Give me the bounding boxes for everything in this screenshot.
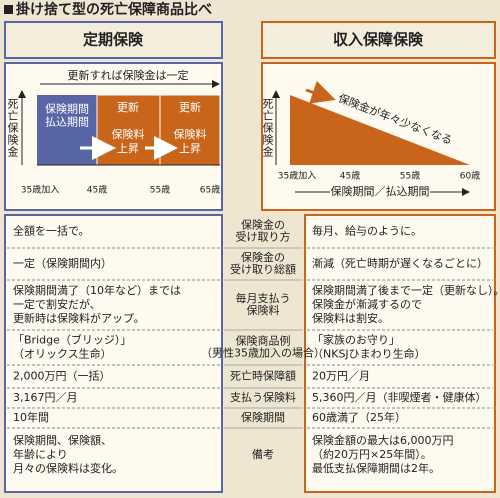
row-label: 毎月支払う <box>236 291 291 305</box>
right-cell: 60歳満了（25年） <box>312 410 406 424</box>
block-label: 上昇 <box>117 142 139 155</box>
left-cell: （オリックス生命） <box>13 347 112 361</box>
x-label: 45歳 <box>340 170 360 182</box>
left-header <box>4 21 223 59</box>
block-label: 保険期間 <box>45 102 89 116</box>
right-cell: 最低支払保障期間は2年。 <box>312 461 440 475</box>
block-label: 保険料 <box>112 127 145 141</box>
right-cell: 「家族のお守り」 <box>312 333 400 347</box>
left-cell: 年齢により <box>13 447 68 461</box>
left-cell: 全額を一括で。 <box>13 224 90 238</box>
right-cell: 漸減（死亡時期が遅くなるごとに） <box>312 256 488 270</box>
left-cell: 10年間 <box>13 410 49 424</box>
period-label: 保険期間／払込期間 <box>331 184 430 198</box>
block-label: 更新 <box>117 100 139 114</box>
left-cell: 3,167円／月 <box>13 391 78 404</box>
left-cell: 保険期間満了（10年など）までは <box>13 283 181 297</box>
right-cell: 20万円／月 <box>312 370 370 383</box>
right-cell: （約20万円×25年間）。 <box>312 447 432 461</box>
left-cell: 「Bridge（ブリッジ）」 <box>13 333 131 347</box>
x-label: 35歳加入 <box>278 170 316 182</box>
right-cell: 保険期間満了後まで一定（更新なし）。 <box>312 283 500 297</box>
row-label: 受け取り方 <box>236 230 291 244</box>
triangle <box>290 95 470 165</box>
x-label: 35歳加入 <box>21 184 59 196</box>
left-cell: 保険期間、保険額、 <box>13 433 112 447</box>
left-cell: 月々の保険料は変化。 <box>13 461 123 475</box>
y-label: 死亡保険金 <box>261 98 274 158</box>
row-label: 保険金の <box>241 218 285 232</box>
row-label: 保険期間 <box>241 410 285 424</box>
left-heading: 定期保険 <box>83 31 144 49</box>
block-label: 払込期間 <box>45 115 89 129</box>
right-cell: 保険料は割安。 <box>312 311 389 325</box>
left-cell: 更新時は保険料がアップ。 <box>13 311 145 325</box>
x-label: 60歳 <box>460 170 480 182</box>
left-column <box>4 214 223 493</box>
row-label: 保険商品例 <box>236 334 291 348</box>
right-cell: （NKSJひまわり生命） <box>312 347 426 361</box>
orange-arrow <box>305 80 336 104</box>
top-label: 更新すれば保険金は一定 <box>68 68 189 82</box>
row-label: 死亡時保障額 <box>230 369 296 383</box>
right-cell: 保険金が漸減するので <box>312 297 422 311</box>
right-cell: 毎月、給与のように。 <box>312 224 422 238</box>
right-heading: 収入保障保険 <box>333 31 424 49</box>
left-cell: 一定で割安だが、 <box>13 297 101 311</box>
right-cell: 保険金額の最大は6,000万円 <box>312 433 454 447</box>
block-label: 更新 <box>179 100 201 114</box>
row-label: 支払う保険料 <box>230 390 296 404</box>
y-label: 死亡保険金 <box>6 98 19 158</box>
x-label: 45歳 <box>87 184 107 196</box>
right-header <box>261 21 496 59</box>
row-label: 保険料 <box>247 303 280 317</box>
block <box>37 95 97 165</box>
block-label: 保険料 <box>174 127 207 141</box>
title: 掛け捨て型の死亡保障商品比べ <box>16 1 212 18</box>
right-column <box>304 214 496 493</box>
x-label: 55歳 <box>400 170 420 182</box>
x-label: 55歳 <box>150 184 170 196</box>
row-label: 備考 <box>252 448 274 461</box>
title-marker <box>4 5 13 14</box>
left-cell: 2,000万円（一括） <box>13 369 111 383</box>
row-label: 受け取り総額 <box>230 262 296 276</box>
block-label: 上昇 <box>179 142 201 155</box>
row-label: 保険金の <box>241 250 285 264</box>
row-label: （男性35歳加入の場合） <box>201 346 325 360</box>
left-cell: 一定（保険期間内） <box>13 256 112 270</box>
x-label: 65歳 <box>200 184 220 196</box>
right-cell: 5,360円／月（非喫煙者・健康体） <box>312 390 487 404</box>
